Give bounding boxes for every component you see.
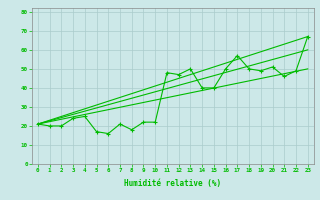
X-axis label: Humidité relative (%): Humidité relative (%) [124, 179, 221, 188]
